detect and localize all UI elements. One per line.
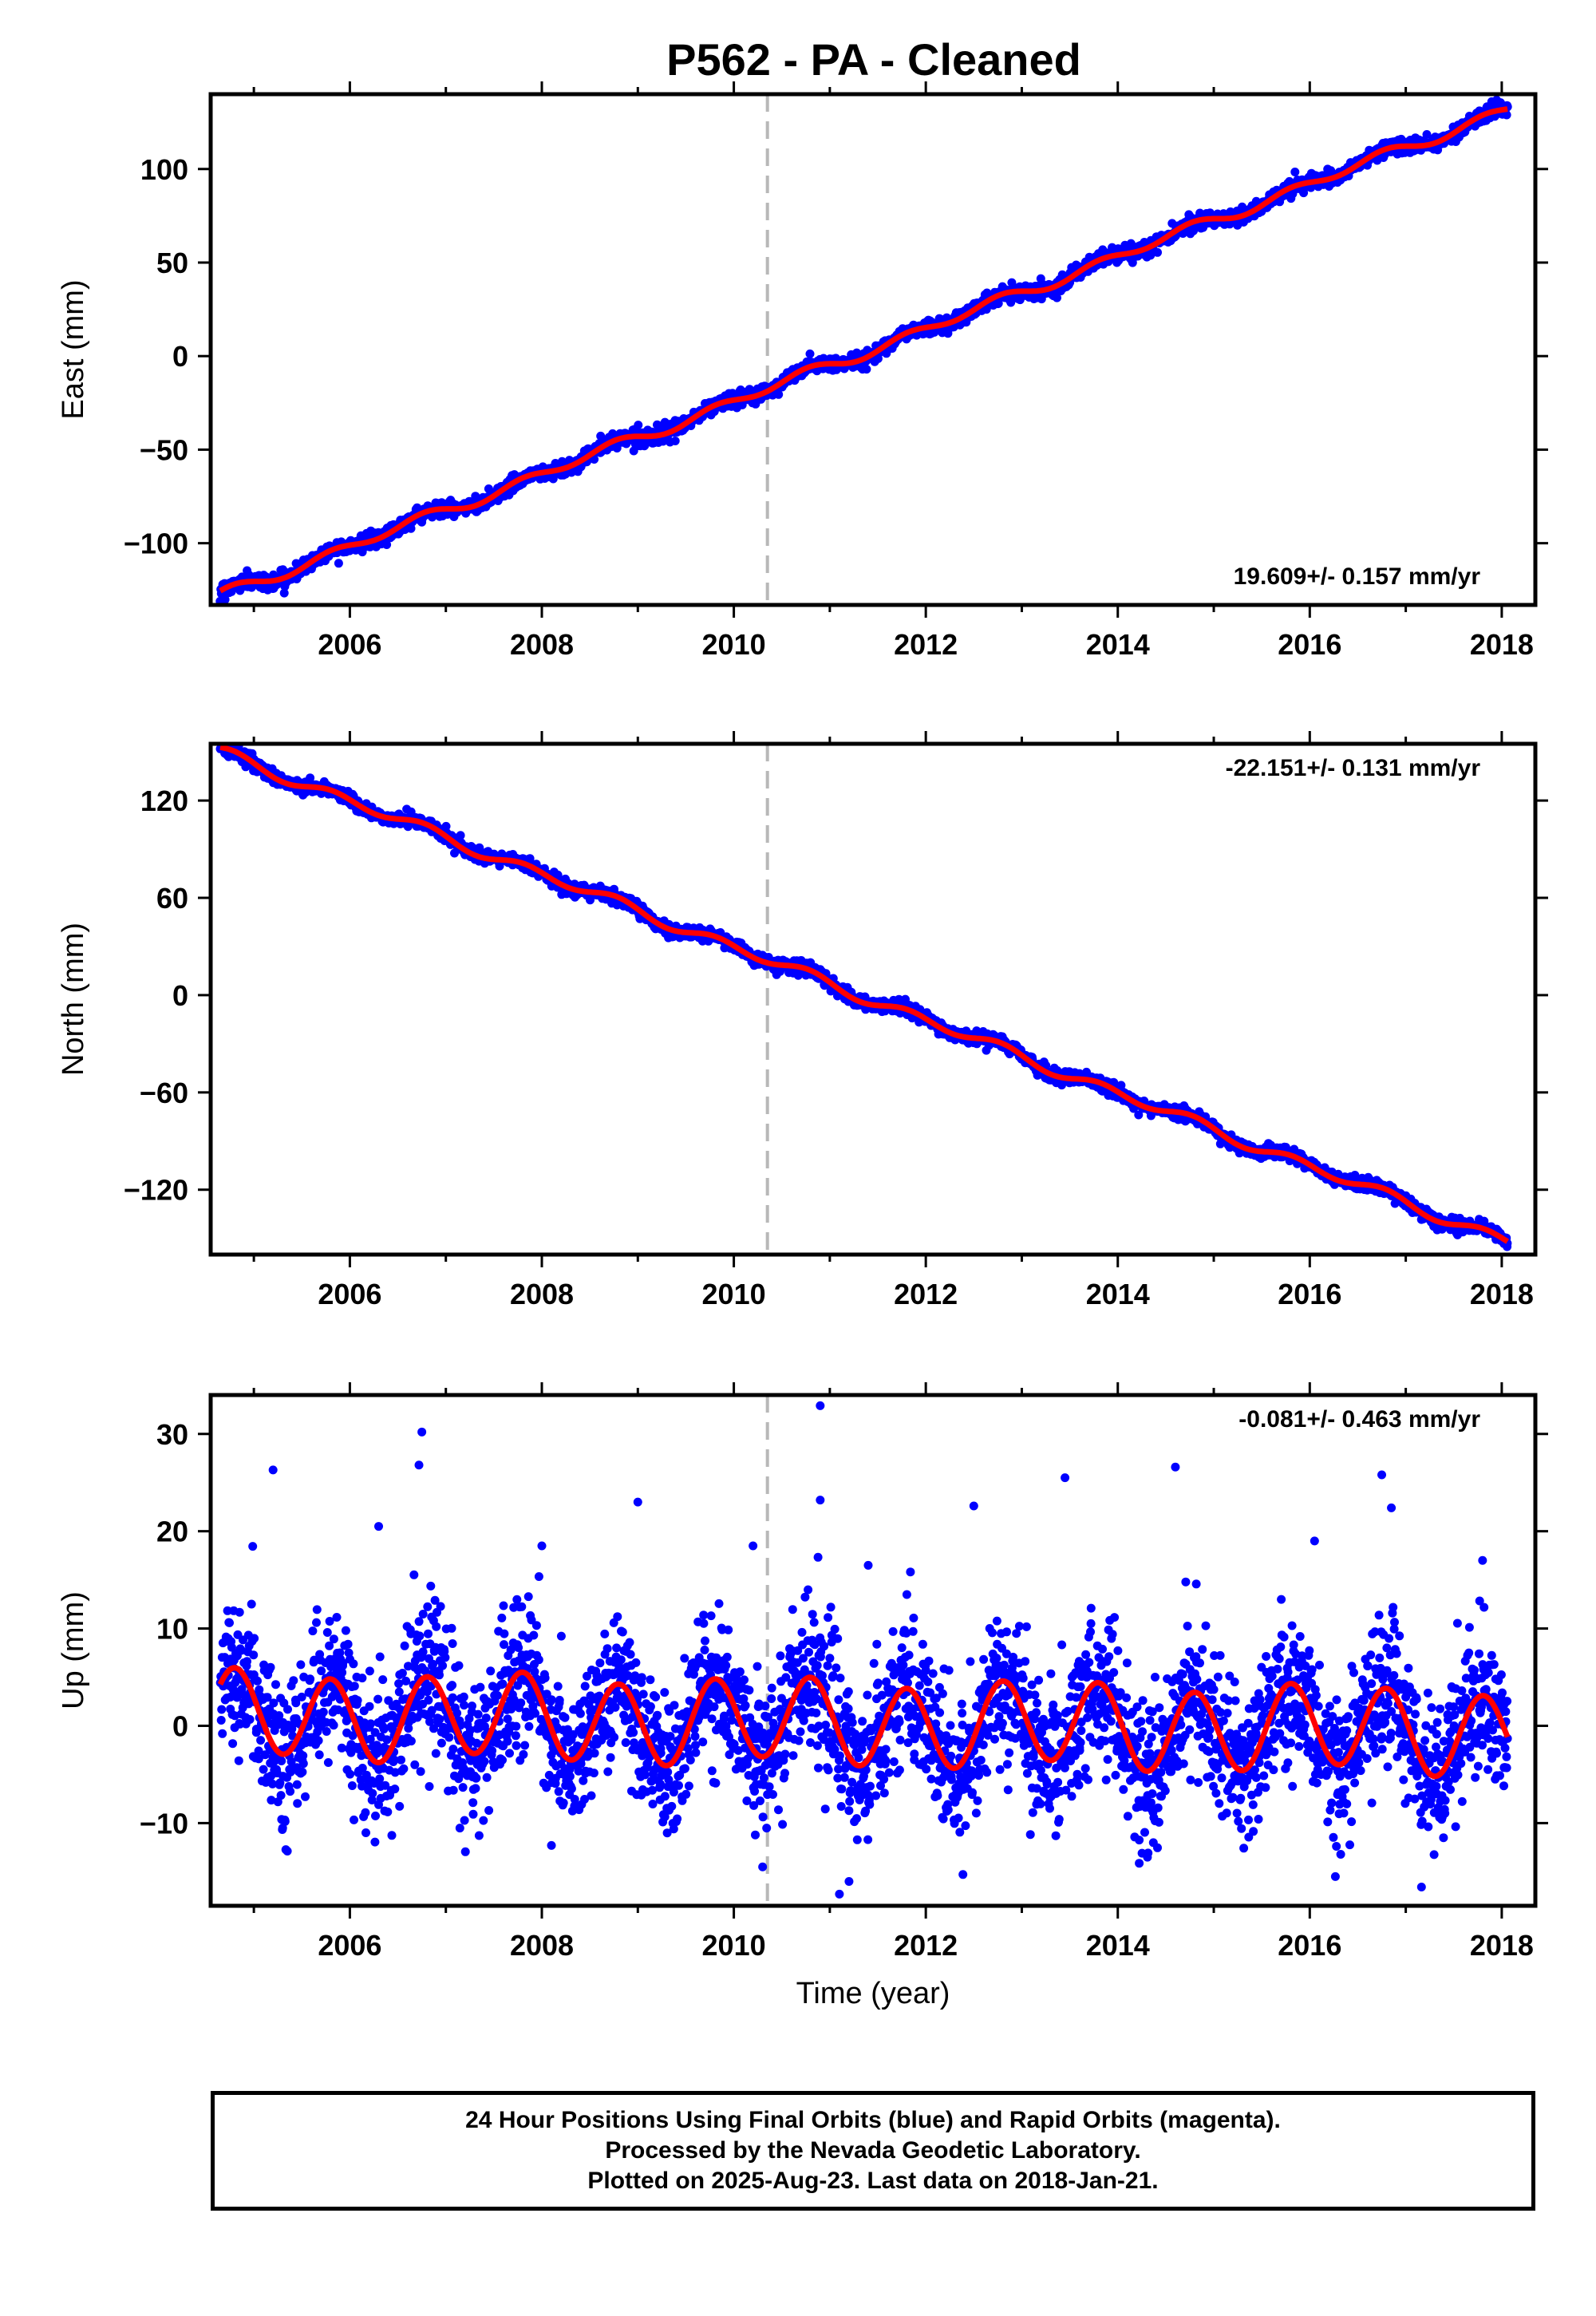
data-point [220,595,230,604]
data-point [334,559,343,568]
x-tick-label: 2006 [318,628,381,661]
x-tick-label: 2014 [1086,628,1150,661]
data-points [215,95,1512,605]
plot-frame [208,92,1538,607]
data-point [774,389,784,399]
panel-0: 2006 2008 2010 2012 2014 2016 2018 100 50 0 −50 −10… [57,81,1548,661]
y-tick-label: 0 [172,340,188,373]
data-point [805,349,815,358]
y-tick-label: 100 [140,153,188,186]
panel-1: 2006 2008 2010 2012 2014 2016 2018120600−60−12… [57,731,1548,1310]
data-points [215,744,1512,1251]
x-tick-label: 2008 [510,628,574,661]
y-axis-label: East (mm) [57,279,90,419]
y-tick-label: −100 [124,528,188,560]
x-tick-label: 2018 [1470,628,1534,661]
x-tick-label: 2010 [702,628,766,661]
data-point [670,437,680,445]
x-tick-label: 2016 [1278,628,1341,661]
data-point [862,365,871,374]
page-title: P562 - PA - Cleaned [666,34,1081,85]
data-point [279,588,289,598]
data-point [475,843,484,852]
velocity-rate-label: 19.609+/- 0.157 mm/yr [1234,563,1481,590]
data-point [441,821,451,831]
data-point [382,540,392,549]
y-tick-label: −50 [140,433,188,466]
data-point [1053,293,1061,302]
data-point [1290,168,1300,176]
y-tick-label: 50 [156,247,188,279]
model-curve [219,106,1508,594]
x-tick-label: 2012 [894,628,958,661]
data-point [548,474,558,484]
data-point [306,773,315,783]
data-point [1153,247,1162,257]
data-point [634,421,643,430]
data-point [1422,130,1432,139]
data-point [590,455,599,464]
data-point [1502,110,1511,120]
data-point [456,831,465,840]
